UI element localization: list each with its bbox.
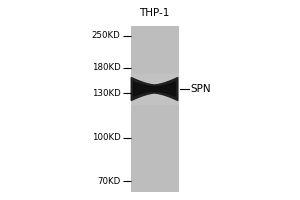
Bar	[130, 150, 178, 153]
Bar	[130, 142, 178, 144]
Bar	[130, 180, 178, 182]
Polygon shape	[131, 77, 178, 100]
Bar	[130, 111, 178, 113]
Bar	[130, 105, 178, 107]
Bar	[130, 49, 178, 51]
Bar	[130, 32, 178, 34]
Bar	[130, 70, 178, 72]
Bar	[130, 57, 178, 59]
Bar	[130, 165, 178, 167]
Bar	[130, 186, 178, 188]
Bar	[130, 190, 178, 192]
Text: 180KD: 180KD	[92, 64, 121, 72]
Bar	[130, 55, 178, 57]
Bar	[130, 84, 178, 86]
Bar	[130, 171, 178, 173]
Bar	[130, 140, 178, 142]
Bar	[130, 159, 178, 161]
Bar	[130, 136, 178, 138]
Bar	[130, 99, 178, 101]
Bar	[130, 82, 178, 84]
Bar	[130, 155, 178, 157]
Text: 100KD: 100KD	[92, 134, 121, 142]
Text: 130KD: 130KD	[92, 88, 121, 98]
Bar	[130, 68, 178, 70]
Bar	[130, 97, 178, 99]
Bar	[130, 53, 178, 55]
Bar	[130, 80, 178, 82]
Bar	[130, 167, 178, 169]
Polygon shape	[134, 82, 176, 96]
Text: 250KD: 250KD	[92, 31, 121, 40]
Bar	[130, 113, 178, 115]
Bar	[130, 138, 178, 140]
Bar	[130, 92, 178, 94]
Bar	[130, 63, 178, 65]
Bar	[130, 47, 178, 49]
Bar	[130, 88, 178, 90]
Bar	[130, 76, 178, 78]
Bar	[130, 124, 178, 126]
Bar	[130, 26, 178, 28]
Bar	[130, 177, 178, 180]
Bar	[130, 90, 178, 92]
Bar	[130, 74, 178, 76]
Bar	[130, 45, 178, 47]
Bar	[130, 132, 178, 134]
Bar	[130, 109, 178, 111]
Bar	[130, 188, 178, 190]
Bar	[130, 134, 178, 136]
Bar	[130, 173, 178, 175]
Bar	[130, 121, 178, 124]
Bar	[130, 101, 178, 103]
Bar	[130, 72, 178, 74]
Bar	[130, 163, 178, 165]
Bar	[130, 107, 178, 109]
Bar	[130, 30, 178, 32]
Bar	[130, 103, 178, 105]
Bar	[130, 28, 178, 30]
Bar	[130, 36, 178, 38]
Bar	[130, 182, 178, 184]
Bar	[130, 144, 178, 146]
Bar	[130, 169, 178, 171]
Bar	[130, 184, 178, 186]
Bar	[130, 128, 178, 130]
Bar	[130, 146, 178, 148]
Bar	[130, 86, 178, 88]
Bar	[130, 43, 178, 45]
Bar	[130, 59, 178, 61]
Text: THP-1: THP-1	[139, 8, 170, 18]
Bar	[130, 94, 178, 97]
Bar	[130, 38, 178, 41]
Bar	[130, 119, 178, 121]
Bar	[130, 34, 178, 36]
Bar	[130, 175, 178, 177]
Bar	[130, 148, 178, 150]
Bar	[130, 126, 178, 128]
Bar	[130, 161, 178, 163]
Bar	[130, 41, 178, 43]
Bar	[130, 65, 178, 68]
Bar	[130, 117, 178, 119]
Bar	[130, 153, 178, 155]
Bar	[130, 61, 178, 63]
Text: 70KD: 70KD	[97, 176, 121, 186]
Bar	[130, 51, 178, 53]
Bar	[130, 157, 178, 159]
Bar	[130, 115, 178, 117]
Text: SPN: SPN	[190, 84, 211, 94]
Bar	[130, 130, 178, 132]
Bar	[130, 78, 178, 80]
